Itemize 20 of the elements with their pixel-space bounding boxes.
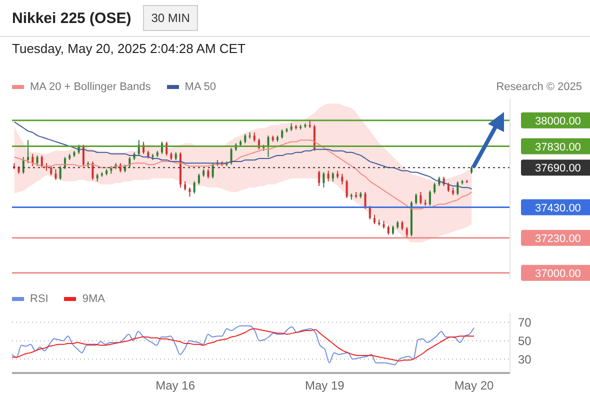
legend-label: MA 50: [184, 81, 216, 93]
y-tick-label: 30: [518, 352, 532, 366]
y-tick-label: 37000.00: [535, 268, 581, 280]
y-tick-label: 37230.00: [535, 232, 581, 245]
legend-label: MA 20 + Bollinger Bands: [29, 81, 151, 93]
text: 30 MIN: [143, 5, 198, 31]
x-tick-label: May 20: [454, 378, 494, 393]
text: Research © 2025: [496, 81, 582, 93]
y-tick-label: 37830.00: [535, 141, 581, 154]
y-tick-label: 50: [518, 334, 532, 348]
legend-label: RSI: [29, 293, 48, 305]
chart-title: Nikkei 225 (OSE): [12, 10, 132, 26]
y-tick-label: 70: [518, 315, 532, 330]
y-tick-label: 38000.00: [535, 115, 581, 128]
y-tick-label: 37430.00: [535, 202, 581, 214]
legend-label: 9MA: [81, 293, 105, 305]
chart-subtitle: Tuesday, May 20, 2025 2:04:28 AM CET: [11, 40, 246, 58]
x-tick-label: May 16: [156, 378, 196, 393]
x-tick-label: May 19: [304, 378, 345, 393]
y-tick-label: 37690.00: [535, 162, 581, 175]
